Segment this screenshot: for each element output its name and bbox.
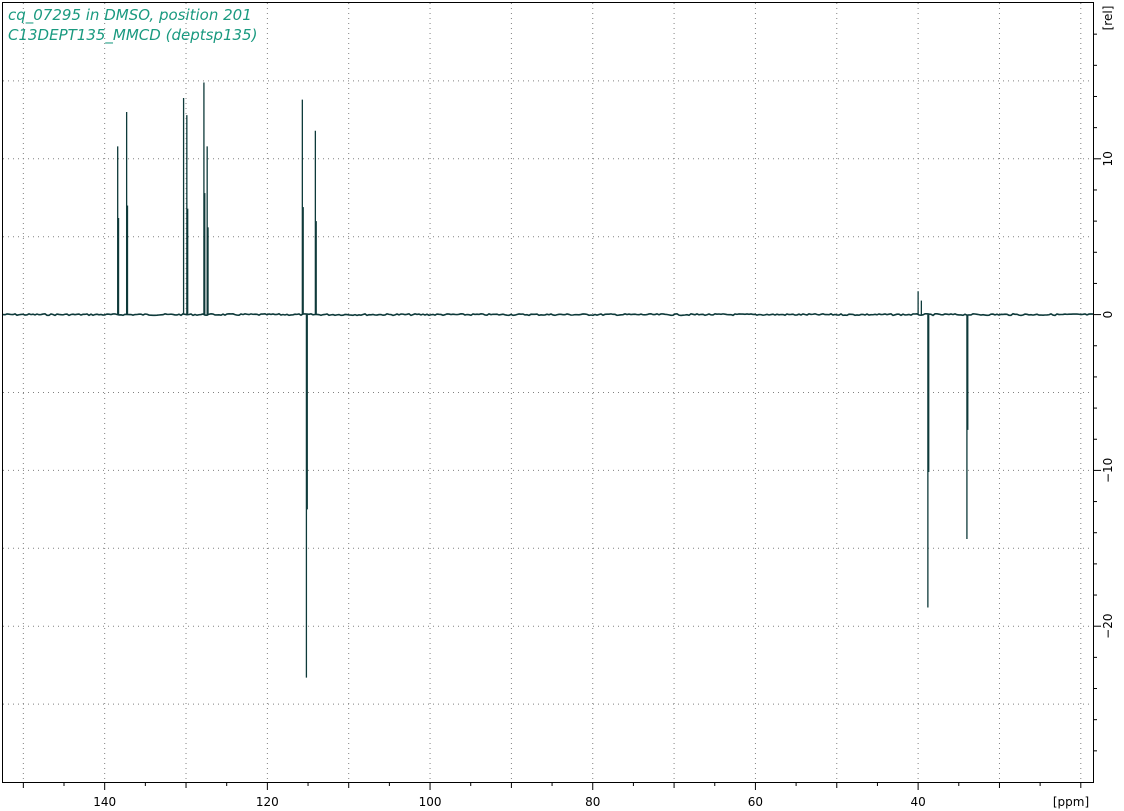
spectrum-baseline [2,312,1094,317]
spectrum-baseline-trace [2,312,1094,317]
y-tick-label: 0 [1101,311,1115,319]
y-tick-label: −10 [1101,458,1115,483]
y-tick-label: −20 [1101,614,1115,639]
x-axis-label: [ppm] [1053,795,1089,809]
x-tick-label: 60 [748,795,763,809]
y-axis-ticks: 10 0 −10 −20 [1093,33,1115,752]
spectrum-peaks [117,82,969,678]
x-tick-label: 80 [585,795,600,809]
x-tick-label: 100 [419,795,442,809]
grid-layer [3,3,1093,782]
x-tick-label: 120 [256,795,279,809]
axis-layer [2,2,1094,783]
y-axis-label: [rel] [1101,6,1115,31]
plot-frame [2,2,1094,783]
y-tick-label: 10 [1101,151,1115,166]
spectrum-title: cq_07295 in DMSO, position 201 [8,6,252,24]
x-axis-ticks: 140 120 100 80 60 40 [22,782,1082,809]
x-tick-label: 140 [93,795,116,809]
x-tick-label: 40 [910,795,925,809]
experiment-subtitle: C13DEPT135_MMCD (deptsp135) [8,26,258,44]
